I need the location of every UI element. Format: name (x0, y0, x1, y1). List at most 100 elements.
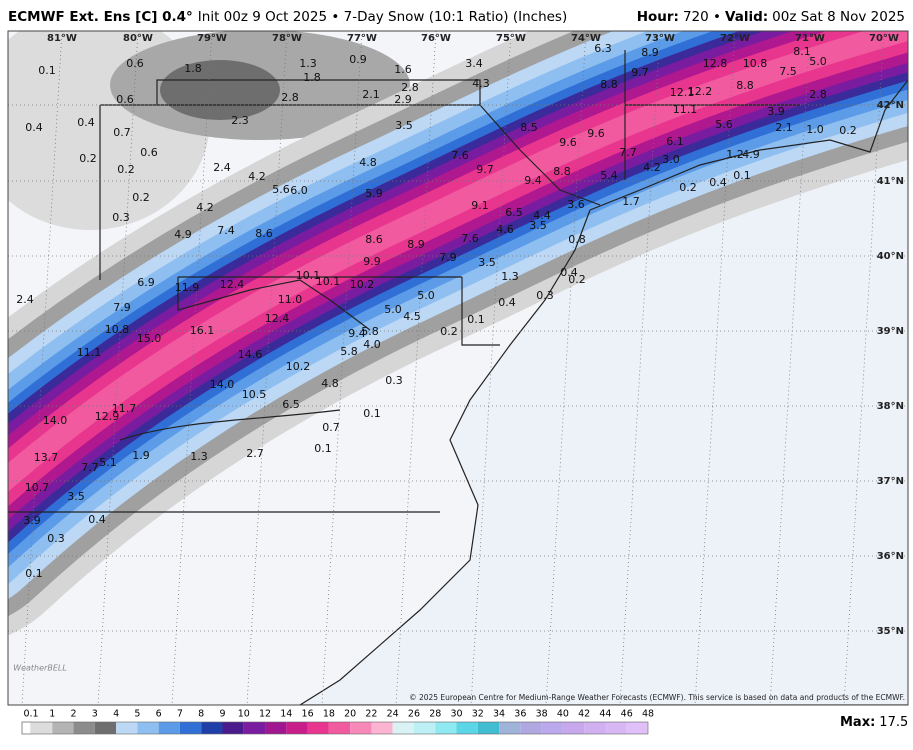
logo: WeatherBELL (13, 664, 67, 673)
map-frame (7, 30, 909, 706)
legend-level: 8 (198, 709, 204, 720)
longitude-label: 73°W (645, 33, 675, 44)
legend-swatch (243, 722, 266, 734)
longitude-label: 78°W (272, 33, 302, 44)
snow-value: 3.5 (67, 490, 85, 503)
snow-value: 6.5 (282, 398, 300, 411)
legend-swatch (201, 722, 223, 734)
snow-value: 4.2 (196, 201, 214, 214)
snow-value: 6.5 (505, 206, 523, 219)
snow-value: 11.1 (673, 103, 698, 116)
legend-swatch (73, 722, 95, 734)
snow-value: 12.2 (688, 85, 713, 98)
snow-value: 2.8 (809, 88, 827, 101)
snow-value: 7.6 (451, 149, 469, 162)
latitude-label: 37°N (877, 476, 904, 487)
legend: 0.1 1 2 3 4 5 6 7 8 9 10 12 14 16 18 20 22 24 26 28 30 32 34 36… (21, 709, 654, 735)
longitude-label: 76°W (421, 33, 451, 44)
latitude-label: 36°N (877, 551, 904, 562)
legend-frame (21, 721, 649, 735)
snow-value: 8.1 (793, 45, 811, 58)
snow-value: 0.1 (733, 169, 751, 182)
snow-value: 9.6 (559, 136, 577, 149)
snow-value: 5.4 (600, 169, 618, 182)
snow-value: 11.1 (77, 346, 102, 359)
snow-value: 12.1 (670, 86, 695, 99)
snow-value: 0.2 (839, 124, 857, 137)
snow-value: 5.9 (365, 187, 383, 200)
meridian (171, 31, 213, 705)
snow-value: 3.4 (465, 57, 483, 70)
legend-level: 42 (578, 709, 590, 720)
legend-swatch (477, 722, 500, 734)
ocean (300, 80, 908, 705)
snow-value: 7.4 (217, 224, 235, 237)
longitude-label: 70°W (869, 33, 899, 44)
legend-swatch (222, 722, 244, 734)
snow-value: 10.5 (242, 388, 267, 401)
meridian (843, 31, 885, 705)
snow-value: 7.7 (619, 146, 637, 159)
snow-value: 16.1 (190, 324, 215, 337)
longitude-label: 77°W (347, 33, 377, 44)
snow-value: 4.8 (321, 377, 339, 390)
snow-value: 4.6 (496, 223, 514, 236)
latitude-label: 42°N (877, 100, 904, 111)
latitude-label: 41°N (877, 176, 904, 187)
latitude-label: 35°N (877, 626, 904, 637)
snow-value: 9.9 (363, 255, 381, 268)
legend-swatch (371, 722, 393, 734)
copyright: © 2025 European Centre for Medium-Range … (409, 693, 905, 702)
snow-value: 13.7 (34, 451, 59, 464)
legend-level: 34 (493, 709, 505, 720)
latitude-label: 40°N (877, 251, 904, 262)
snow-value: 1.3 (501, 270, 519, 283)
snow-value: 9.7 (631, 66, 649, 79)
legend-level: 7 (177, 709, 183, 720)
snow-value: 3.5 (395, 119, 413, 132)
snow-value: 4.0 (363, 338, 381, 351)
snow-value: 0.1 (363, 407, 381, 420)
snow-value: 0.4 (709, 176, 727, 189)
snow-value: 2.3 (231, 114, 249, 127)
snow-value: 1.7 (622, 195, 640, 208)
snow-value: 14.0 (43, 414, 68, 427)
legend-swatch (456, 722, 478, 734)
snow-value: 0.2 (132, 191, 150, 204)
snow-value: 4.3 (472, 77, 490, 90)
legend-level: 40 (557, 709, 569, 720)
snow-value: 6.0 (290, 184, 308, 197)
snow-value: 10.7 (25, 481, 50, 494)
snow-value: 14.0 (210, 378, 235, 391)
legend-level: 44 (599, 709, 611, 720)
legend-swatch (116, 722, 138, 734)
meridian (246, 31, 288, 705)
snow-value: 0.4 (498, 296, 516, 309)
snow-value: 0.9 (349, 53, 367, 66)
snow-value: 0.2 (568, 273, 586, 286)
snow-value: 7.9 (439, 251, 457, 264)
snow-value: 3.5 (529, 219, 547, 232)
snow-value: 9.7 (476, 163, 494, 176)
legend-level: 14 (280, 709, 292, 720)
snow-value: 0.8 (568, 233, 586, 246)
latitude-label: 39°N (877, 326, 904, 337)
legend-level: 5 (134, 709, 140, 720)
snow-value: 5.8 (361, 325, 379, 338)
legend-level: 0.1 (23, 709, 38, 720)
snow-value: 15.0 (137, 332, 162, 345)
snow-value: 12.9 (95, 410, 120, 423)
map-labels: 81°W 80°W 79°W 78°W 77°W 76°W 75°W 74°W 73°W 72°W… (16, 33, 904, 637)
snow-band (8, 31, 908, 635)
snow-value: 9.1 (471, 199, 489, 212)
snow-value: 2.8 (401, 81, 419, 94)
snow-value: 4.5 (403, 310, 421, 323)
valid-label: Valid: (725, 9, 768, 25)
legend-swatch (286, 722, 308, 734)
meridian (694, 31, 736, 705)
snow-value: 3.0 (662, 153, 680, 166)
snow-value: 2.1 (362, 88, 380, 101)
snow-value: 7.9 (113, 301, 131, 314)
header-right: Hour: 720 • Valid: 00z Sat 8 Nov 2025 (637, 9, 905, 25)
